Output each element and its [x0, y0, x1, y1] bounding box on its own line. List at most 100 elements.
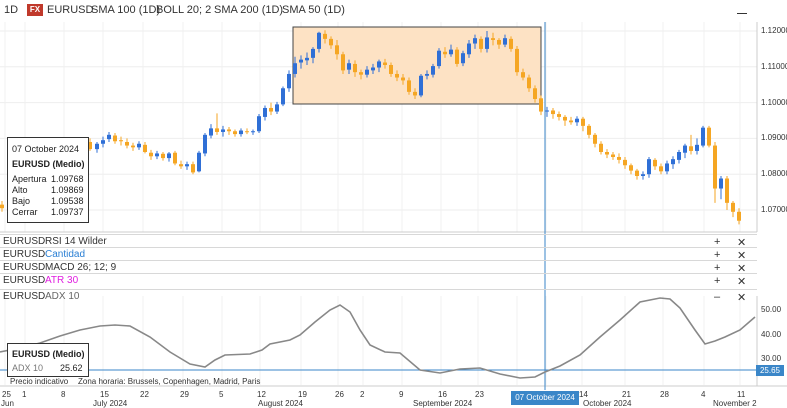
x-axis-day-label: 22 [140, 390, 149, 399]
candle-body [479, 38, 483, 49]
adx-axis-40: 40.00 [761, 330, 782, 339]
panel-atr-name: ATR 30 [45, 275, 79, 286]
panel-atr[interactable]: EURUSD ATR 30 + ✕ [0, 273, 757, 288]
candle-body [671, 159, 675, 165]
candle-body [539, 98, 543, 112]
close-value: 1.09737 [51, 207, 84, 217]
high-value: 1.09869 [51, 185, 84, 195]
candle-body [647, 159, 651, 175]
x-axis-day-label: 29 [180, 390, 189, 399]
panel-adx[interactable]: EURUSD ADX 10 – ✕ [0, 289, 757, 304]
x-axis-day-label: 19 [298, 390, 307, 399]
candle-body [551, 110, 555, 115]
x-axis-day-label: 15 [100, 390, 109, 399]
panel-volume[interactable]: EURUSD Cantidad + ✕ [0, 247, 757, 262]
candle-body [689, 146, 693, 151]
panel-macd-name: MACD 26; 12; 9 [45, 262, 117, 273]
panel-adx-symbol: EURUSD [3, 291, 46, 302]
expand-icon[interactable]: + [714, 236, 721, 248]
panel-adx-name: ADX 10 [45, 291, 80, 302]
candle-body [413, 91, 417, 96]
candle-body [353, 63, 357, 73]
indicator-boll[interactable]: BOLL 20; 2 [156, 4, 212, 16]
candle-body [263, 107, 267, 117]
adx-axis-50: 50.00 [761, 305, 782, 314]
close-icon[interactable]: ✕ [737, 237, 747, 249]
candle-body [161, 153, 165, 159]
candle-body [623, 159, 627, 166]
candle-body [509, 38, 513, 49]
candle-body [713, 145, 717, 189]
candle-body [257, 116, 261, 132]
panel-macd-symbol: EURUSD [3, 262, 46, 273]
price-axis-label: 1.09000 [761, 133, 787, 143]
panel-rsi-symbol: EURUSD [3, 236, 46, 247]
candle-body [167, 153, 171, 159]
minimize-icon[interactable] [735, 2, 749, 14]
candle-body [173, 152, 177, 164]
candle-body [293, 63, 297, 74]
x-axis-day-label: 9 [399, 390, 404, 399]
candle-body [605, 152, 609, 155]
candle-body [497, 39, 501, 45]
expand-icon[interactable]: + [714, 275, 721, 287]
candle-body [137, 143, 141, 148]
x-axis-day-label: 4 [701, 390, 706, 399]
adx-info-box: EURUSD (Medio) ADX 10 25.62 [7, 343, 89, 377]
expand-icon[interactable]: + [714, 249, 721, 261]
info-date: 07 October 2024 [12, 144, 80, 154]
panel-rsi-name: RSI 14 Wilder [45, 236, 107, 247]
x-axis-month-label: August 2024 [258, 399, 303, 408]
close-icon[interactable]: ✕ [737, 263, 747, 275]
collapse-icon[interactable]: – [714, 291, 721, 303]
x-axis-day-label: 14 [579, 390, 588, 399]
panel-rsi[interactable]: EURUSD RSI 14 Wilder + ✕ [0, 234, 757, 249]
candle-body [107, 134, 111, 140]
timeframe-label[interactable]: 1D [4, 4, 19, 16]
candle-body [569, 120, 573, 123]
candle-body [389, 65, 393, 74]
x-axis-day-label: 11 [737, 390, 746, 399]
low-label: Bajo [12, 196, 31, 206]
price-axis-label: 1.10000 [761, 97, 787, 107]
candle-body [683, 145, 687, 153]
indicator-sma50[interactable]: SMA 50 (1D) [282, 4, 345, 16]
open-value: 1.09768 [51, 174, 84, 184]
candle-body [677, 152, 681, 160]
candle-body [113, 135, 117, 142]
candle-body [545, 110, 549, 112]
candle-body [383, 62, 387, 66]
indicator-sma100[interactable]: SMA 100 (1D) [91, 4, 161, 16]
timezone-note: Zona horaria: Brussels, Copenhagen, Madr… [78, 377, 261, 386]
candle-body [467, 43, 471, 55]
close-icon[interactable]: ✕ [737, 276, 747, 288]
candle-body [323, 33, 327, 39]
x-axis-day-label: 26 [335, 390, 344, 399]
candle-body [377, 61, 381, 68]
candle-body [419, 75, 423, 96]
candle-body [731, 202, 735, 212]
x-axis-month-label: November 2 [713, 399, 757, 408]
x-axis-day-label: 28 [660, 390, 669, 399]
close-icon[interactable]: ✕ [737, 250, 747, 262]
adx-info-label: ADX 10 [12, 363, 44, 373]
candle-body [455, 49, 459, 64]
indicator-sma200[interactable]: SMA 200 (1D) [214, 4, 284, 16]
open-label: Apertura [12, 174, 47, 184]
panel-macd[interactable]: EURUSD MACD 26; 12; 9 + ✕ [0, 260, 757, 275]
close-icon[interactable]: ✕ [737, 292, 747, 304]
expand-icon[interactable]: + [714, 262, 721, 274]
candle-body [611, 154, 615, 158]
symbol-label[interactable]: EURUSD [47, 4, 94, 16]
candle-body [347, 63, 351, 70]
candle-body [215, 128, 219, 132]
candle-body [299, 59, 303, 63]
ohlc-info-box: 07 October 2024 EURUSD (Medio) Apertura … [7, 137, 89, 223]
candle-body [245, 131, 249, 133]
candle-body [635, 170, 639, 176]
candle-body [485, 37, 489, 49]
highlight-rectangle [292, 26, 542, 105]
candle-body [593, 134, 597, 144]
